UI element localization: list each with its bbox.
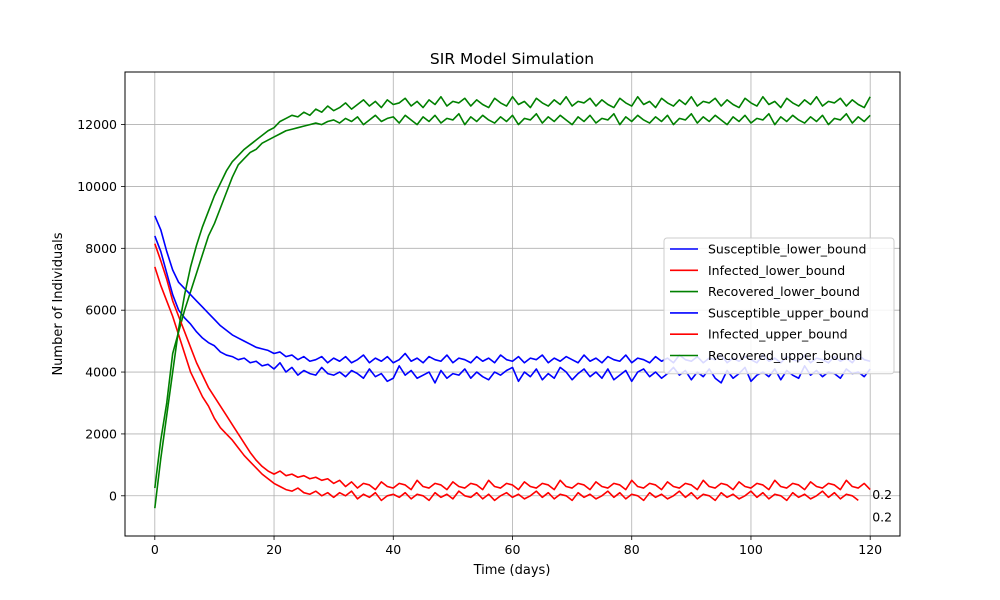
series-lines <box>154 95 871 509</box>
legend-label: Infected_lower_bound <box>708 263 845 278</box>
legend-label: Susceptible_upper_bound <box>708 305 869 320</box>
y-tick-label: 4000 <box>85 365 117 380</box>
x-tick-label: 20 <box>266 542 282 557</box>
x-tick-label: 120 <box>858 542 882 557</box>
x-axis-title: Time (days) <box>473 563 551 578</box>
x-tick-label: 80 <box>624 542 640 557</box>
legend-box <box>663 237 895 375</box>
y-axis-title: Number of Individuals <box>51 232 66 375</box>
y-tick-label: 12000 <box>77 117 117 132</box>
axis-ticks: 0 20 40 60 80 100 120 0 2000 4000 6000 8000 10000 120… <box>77 117 882 557</box>
series-line-recovered-upper-bound <box>154 95 871 509</box>
chart-title: SIR Model Simulation <box>430 50 594 68</box>
y-tick-label: 2000 <box>85 426 117 441</box>
legend-label: Recovered_upper_bound <box>708 348 862 363</box>
legend-label: Susceptible_lower_bound <box>708 242 866 257</box>
series-line-susceptible-lower-bound <box>154 235 871 384</box>
x-tick-label: 100 <box>739 542 763 557</box>
legend: Susceptible_lower_bound Infected_lower_bo… <box>663 237 895 375</box>
annotation-label: 0.2 <box>872 509 892 524</box>
legend-label: Recovered_lower_bound <box>708 284 860 299</box>
y-tick-label: 0 <box>109 488 117 503</box>
y-tick-label: 8000 <box>85 241 117 256</box>
annotation-label: 0.2 <box>872 487 892 502</box>
legend-label: Infected_upper_bound <box>708 327 848 342</box>
x-tick-label: 60 <box>505 542 521 557</box>
series-line-recovered-lower-bound <box>154 112 871 489</box>
x-tick-label: 0 <box>151 542 159 557</box>
y-tick-label: 10000 <box>77 179 117 194</box>
series-line-infected-lower-bound <box>154 266 859 502</box>
y-tick-label: 6000 <box>85 303 117 318</box>
annotations: 0.20.2 <box>872 487 892 525</box>
x-tick-label: 40 <box>385 542 401 557</box>
series-line-infected-upper-bound <box>154 243 871 491</box>
